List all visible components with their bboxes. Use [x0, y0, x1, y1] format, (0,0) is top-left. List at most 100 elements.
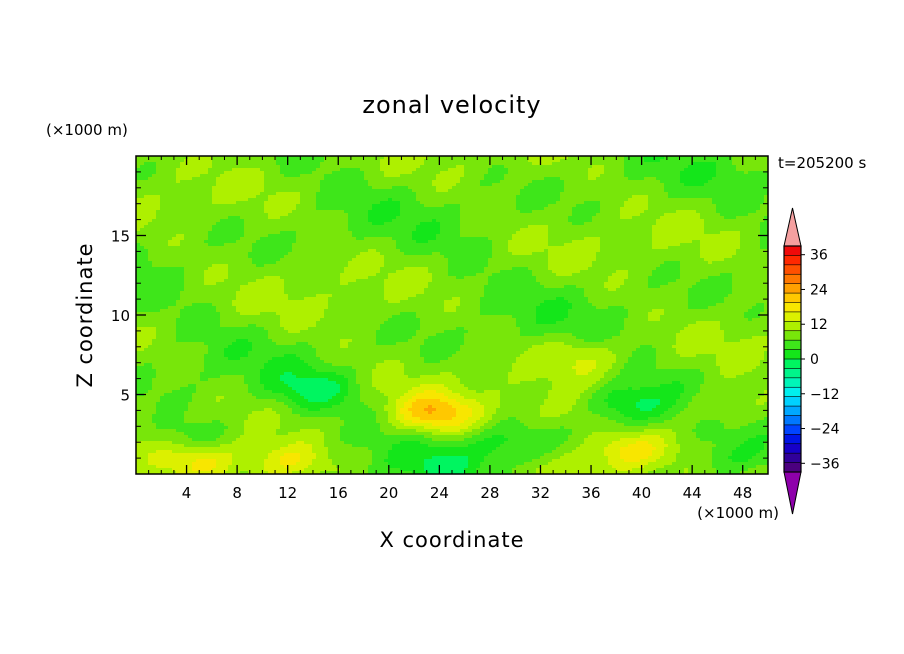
contour-cell: [604, 156, 609, 160]
contour-cell: [252, 195, 257, 199]
contour-cell: [620, 183, 625, 187]
contour-cell: [628, 174, 633, 178]
contour-cell: [652, 171, 657, 175]
contour-cell: [444, 168, 449, 172]
contour-cell: [584, 171, 589, 175]
contour-cell: [208, 165, 213, 169]
contour-cell: [440, 168, 445, 172]
contour-cell: [216, 165, 221, 169]
contour-cell: [416, 180, 421, 184]
contour-cell: [716, 186, 721, 190]
contour-cell: [156, 156, 161, 160]
contour-cell: [500, 195, 505, 199]
contour-cell: [356, 171, 361, 175]
contour-cell: [424, 195, 429, 199]
contour-cell: [248, 201, 253, 205]
contour-cell: [328, 165, 333, 169]
contour-cell: [636, 192, 641, 196]
contour-cell: [208, 162, 213, 166]
contour-cell: [360, 168, 365, 172]
contour-cell: [604, 186, 609, 190]
contour-cell: [400, 195, 405, 199]
contour-cell: [252, 177, 257, 181]
contour-cell: [284, 198, 289, 202]
contour-cell: [216, 192, 221, 196]
contour-cell: [172, 162, 177, 166]
contour-cell: [312, 159, 317, 163]
contour-cell: [160, 189, 165, 193]
contour-cell: [432, 159, 437, 163]
contour-cell: [248, 177, 253, 181]
contour-cell: [752, 171, 757, 175]
contour-cell: [368, 186, 373, 190]
contour-cell: [300, 171, 305, 175]
contour-cell: [428, 177, 433, 181]
contour-cell: [508, 195, 513, 199]
contour-cell: [308, 186, 313, 190]
contour-cell: [228, 198, 233, 202]
contour-cell: [372, 195, 377, 199]
contour-cell: [188, 168, 193, 172]
contour-cell: [360, 174, 365, 178]
contour-cell: [584, 174, 589, 178]
contour-cell: [212, 189, 217, 193]
contour-cell: [504, 171, 509, 175]
contour-cell: [300, 159, 305, 163]
contour-cell: [260, 159, 265, 163]
contour-cell: [456, 171, 461, 175]
contour-cell: [600, 189, 605, 193]
contour-cell: [236, 186, 241, 190]
contour-cell: [432, 171, 437, 175]
contour-cell: [372, 183, 377, 187]
contour-cell: [436, 183, 441, 187]
contour-cell: [372, 171, 377, 175]
contour-cell: [316, 195, 321, 199]
contour-cell: [324, 171, 329, 175]
contour-cell: [200, 201, 205, 205]
contour-cell: [340, 171, 345, 175]
contour-cell: [420, 174, 425, 178]
contour-cell: [736, 168, 741, 172]
contour-cell: [304, 189, 309, 193]
contour-cell: [420, 177, 425, 181]
contour-cell: [624, 186, 629, 190]
contour-cell: [152, 156, 157, 160]
contour-cell: [296, 171, 301, 175]
contour-cell: [200, 195, 205, 199]
contour-cell: [396, 165, 401, 169]
contour-cell: [724, 195, 729, 199]
contour-cell: [372, 162, 377, 166]
contour-cell: [352, 183, 357, 187]
contour-cell: [332, 183, 337, 187]
contour-cell: [376, 174, 381, 178]
contour-cell: [136, 195, 141, 199]
contour-cell: [136, 183, 141, 187]
contour-cell: [212, 168, 217, 172]
contour-cell: [268, 201, 273, 205]
contour-cell: [176, 183, 181, 187]
contour-cell: [592, 198, 597, 202]
contour-cell: [480, 162, 485, 166]
contour-cell: [704, 156, 709, 160]
contour-cell: [764, 192, 768, 196]
contour-cell: [724, 183, 729, 187]
contour-cell: [388, 186, 393, 190]
contour-cell: [272, 186, 277, 190]
contour-cell: [492, 162, 497, 166]
contour-cell: [228, 168, 233, 172]
contour-cell: [356, 177, 361, 181]
contour-cell: [424, 180, 429, 184]
contour-cell: [672, 183, 677, 187]
contour-cell: [612, 174, 617, 178]
contour-cell: [476, 183, 481, 187]
contour-cell: [432, 186, 437, 190]
contour-cell: [660, 198, 665, 202]
contour-cell: [288, 174, 293, 178]
contour-cell: [336, 186, 341, 190]
contour-cell: [764, 174, 768, 178]
contour-cell: [468, 168, 473, 172]
contour-cell: [448, 168, 453, 172]
contour-cell: [536, 174, 541, 178]
contour-cell: [480, 177, 485, 181]
contour-cell: [436, 189, 441, 193]
